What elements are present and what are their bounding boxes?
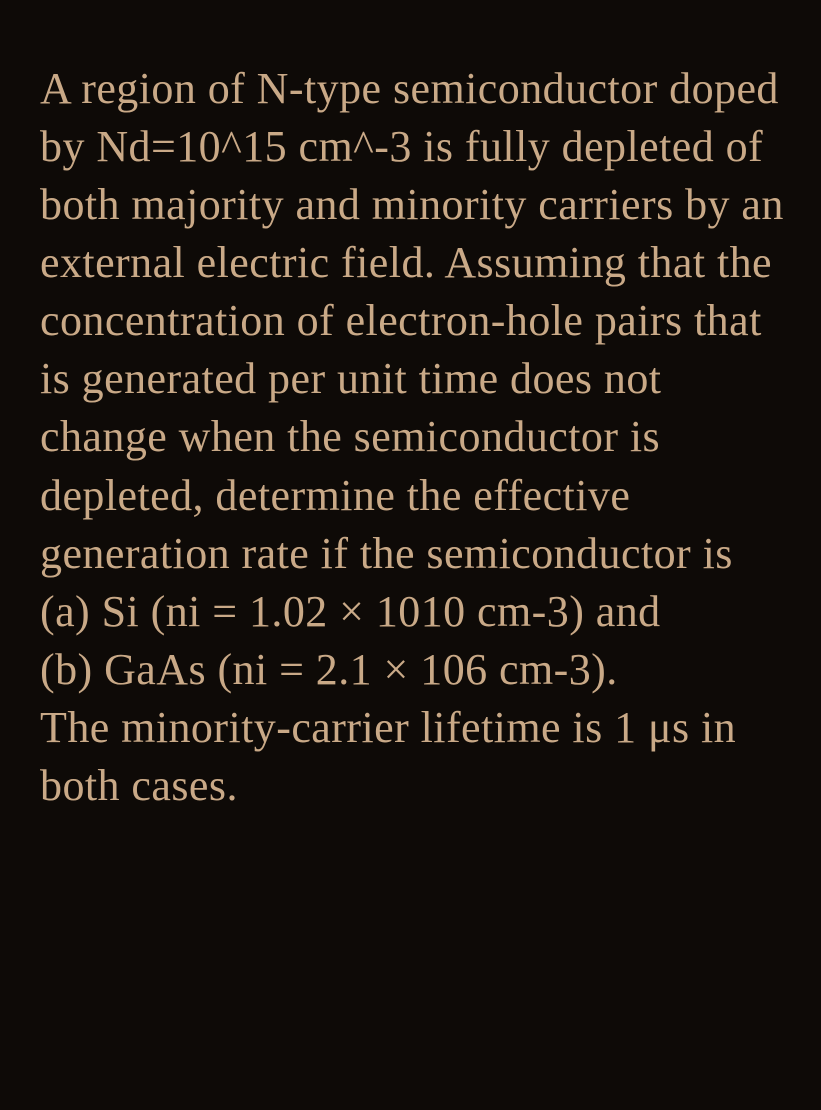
problem-intro: A region of N-type semiconductor doped b… — [40, 64, 784, 578]
problem-part-b: (b) GaAs (ni = 2.1 × 106 cm-3). — [40, 645, 618, 694]
problem-part-a: (a) Si (ni = 1.02 × 1010 cm-3) and — [40, 587, 661, 636]
problem-text: A region of N-type semiconductor doped b… — [40, 60, 789, 815]
document-page: A region of N-type semiconductor doped b… — [0, 0, 821, 1110]
problem-closing: The minority-carrier lifetime is 1 μs in… — [40, 703, 736, 810]
